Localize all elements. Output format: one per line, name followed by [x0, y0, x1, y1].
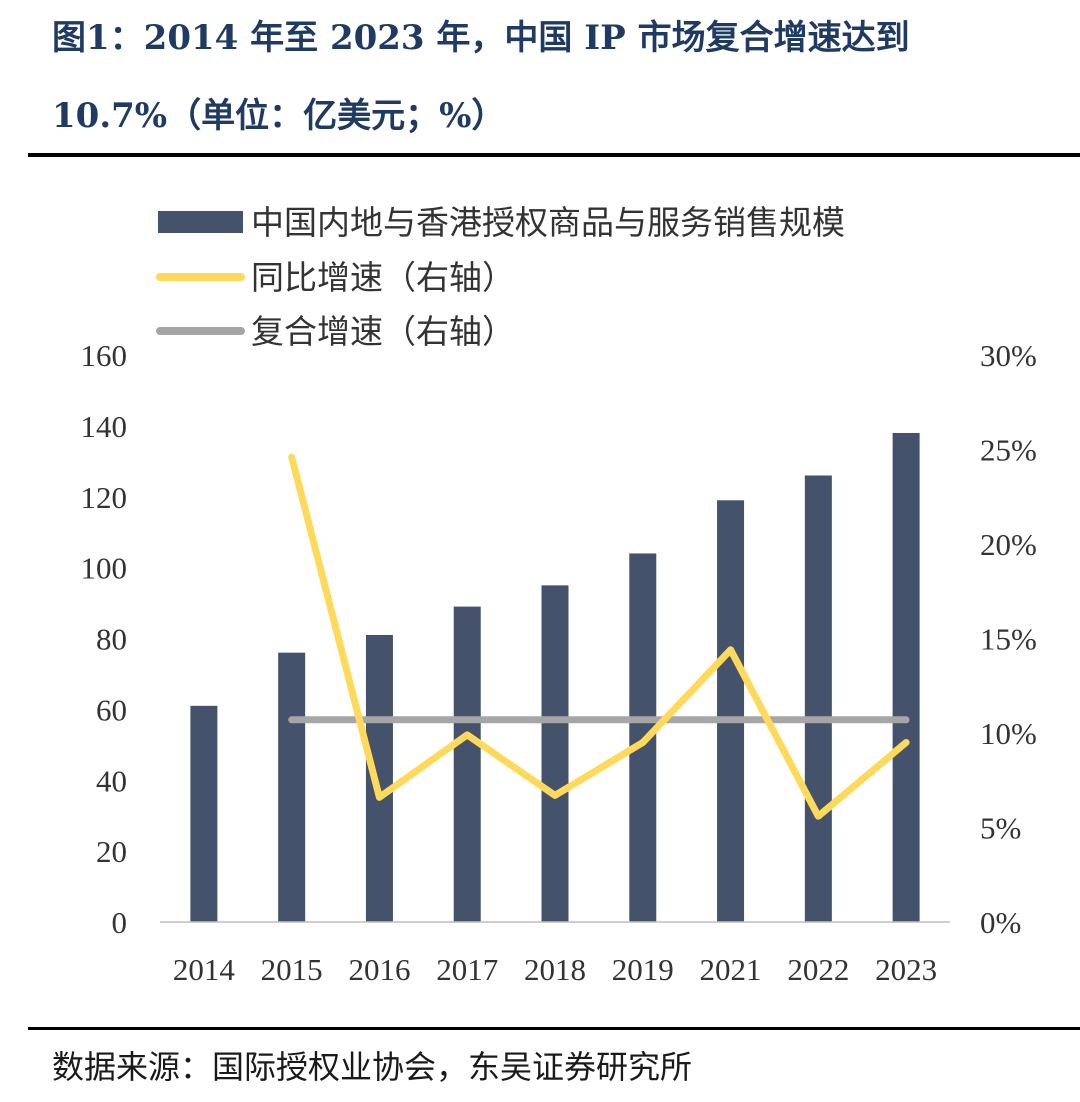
y-left-tick-label: 0 — [112, 905, 128, 940]
bar-2017 — [453, 606, 481, 922]
y-left-tick-label: 140 — [81, 409, 128, 444]
bar-2014 — [190, 705, 218, 922]
y-right-tick-label: 0% — [980, 905, 1021, 940]
legend-label-0: 中国内地与香港授权商品与服务销售规模 — [251, 205, 845, 242]
y-right-tick-label: 20% — [980, 527, 1037, 562]
x-tick-label: 2015 — [261, 952, 323, 987]
y-left-tick-label: 160 — [81, 338, 128, 373]
x-tick-label: 2016 — [348, 952, 410, 987]
x-tick-label: 2023 — [875, 952, 937, 987]
y-right-tick-label: 15% — [980, 622, 1037, 657]
y-left-tick-label: 80 — [96, 622, 127, 657]
y-left-tick-label: 60 — [96, 692, 127, 727]
y-right-tick-label: 30% — [980, 338, 1037, 373]
bar-2015 — [278, 652, 306, 922]
source-note: 数据来源：国际授权业协会，东吴证券研究所 — [52, 1048, 693, 1086]
y-left-tick-label: 120 — [81, 480, 128, 515]
chart-title-line-1: 图1：2014 年至 2023 年，中国 IP 市场复合增速达到 — [52, 18, 910, 58]
bar-2022 — [804, 475, 832, 922]
y-left-tick-label: 20 — [96, 834, 127, 869]
x-tick-label: 2014 — [173, 952, 236, 987]
bar-2018 — [541, 585, 569, 922]
y-right-tick-label: 10% — [980, 716, 1037, 751]
y-left-tick-label: 100 — [81, 551, 128, 586]
bar-2021 — [717, 500, 745, 922]
chart-title-line-2: 10.7%（单位：亿美元；%） — [52, 96, 506, 136]
bar-2016 — [365, 634, 393, 922]
y-right-tick-label: 5% — [980, 811, 1021, 846]
x-tick-label: 2021 — [700, 952, 762, 987]
legend-swatch-bar — [158, 211, 243, 233]
bar-2023 — [892, 432, 920, 922]
y-right-tick-label: 25% — [980, 433, 1037, 468]
x-tick-label: 2017 — [436, 952, 498, 987]
legend-label-2: 复合增速（右轴） — [251, 314, 515, 351]
y-left-tick-label: 40 — [96, 763, 127, 798]
bottom-divider — [28, 1027, 1080, 1030]
legend-label-1: 同比增速（右轴） — [251, 260, 515, 297]
x-tick-label: 2022 — [787, 952, 849, 987]
yoy-line — [288, 453, 910, 820]
x-tick-label: 2018 — [524, 952, 586, 987]
x-tick-label: 2019 — [612, 952, 674, 987]
top-divider — [28, 153, 1080, 157]
